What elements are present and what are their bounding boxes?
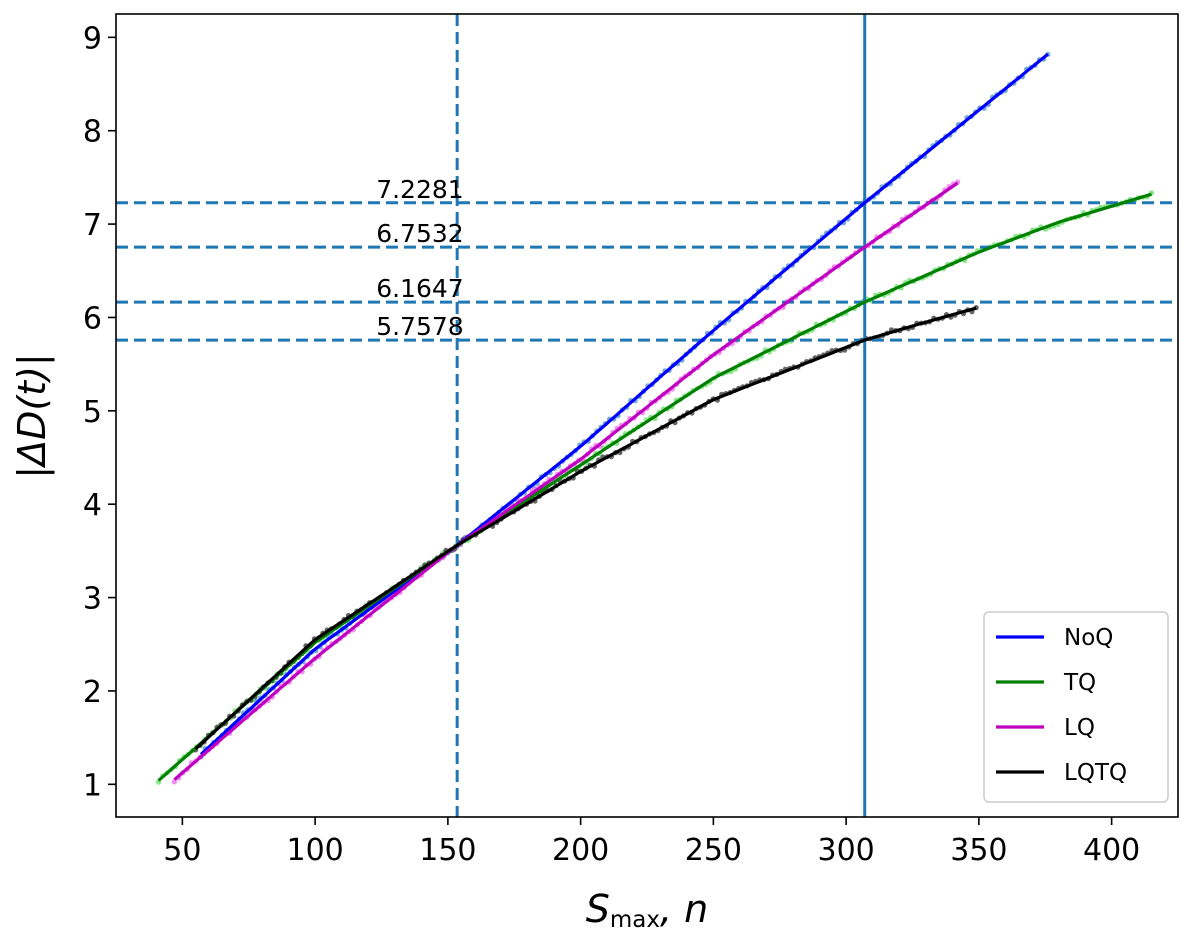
- legend-box: [983, 611, 1169, 803]
- x-axis-label-sub: max: [610, 907, 660, 930]
- series-line-tq: [157, 192, 1152, 782]
- legend-label-lqtq: LQTQ: [1064, 760, 1127, 786]
- annotation-label: 6.1647: [376, 274, 463, 303]
- y-tick-label: 3: [83, 582, 102, 617]
- y-tick-label: 8: [83, 115, 102, 150]
- series-line-lqtq: [194, 306, 977, 750]
- x-axis-ticks: 50 100 150 200 250 300 350 400: [163, 817, 1140, 868]
- y-tick-label: 6: [83, 301, 102, 336]
- x-tick-label: 300: [817, 833, 874, 868]
- legend-label-noq: NoQ: [1064, 625, 1113, 651]
- y-tick-label: 2: [83, 675, 102, 710]
- legend: NoQ TQ LQ LQTQ: [983, 611, 1169, 803]
- series-line-noq: [199, 52, 1049, 756]
- x-tick-label: 100: [286, 833, 343, 868]
- annotation-label: 7.2281: [376, 175, 463, 204]
- annotation-label: 5.7578: [376, 312, 463, 341]
- x-tick-label: 400: [1083, 833, 1140, 868]
- y-axis-label: |ΔD(t)|: [10, 353, 55, 478]
- x-axis-label-main: S: [586, 887, 610, 930]
- y-axis-ticks: 1 2 3 4 5 6 7 8 9: [83, 21, 116, 803]
- x-tick-label: 350: [950, 833, 1007, 868]
- legend-label-lq: LQ: [1064, 715, 1095, 741]
- y-tick-label: 7: [83, 208, 102, 243]
- x-axis-label-rest: , n: [660, 887, 708, 930]
- series-lines: [157, 52, 1152, 782]
- annotation-label: 6.7532: [376, 219, 463, 248]
- annotations: 7.2281 6.7532 6.1647 5.7578: [376, 175, 463, 341]
- y-tick-label: 1: [83, 768, 102, 803]
- reference-lines: [116, 14, 1178, 817]
- x-tick-label: 250: [685, 833, 742, 868]
- y-tick-label: 5: [83, 395, 102, 430]
- x-tick-label: 50: [163, 833, 201, 868]
- y-tick-label: 4: [83, 488, 102, 523]
- y-tick-label: 9: [83, 21, 102, 56]
- x-axis-label: Smax, n: [586, 887, 709, 930]
- x-tick-label: 200: [552, 833, 609, 868]
- series-line-lq: [173, 181, 959, 781]
- x-tick-label: 150: [419, 833, 476, 868]
- plot-frame: [115, 13, 1179, 818]
- legend-label-tq: TQ: [1063, 670, 1096, 696]
